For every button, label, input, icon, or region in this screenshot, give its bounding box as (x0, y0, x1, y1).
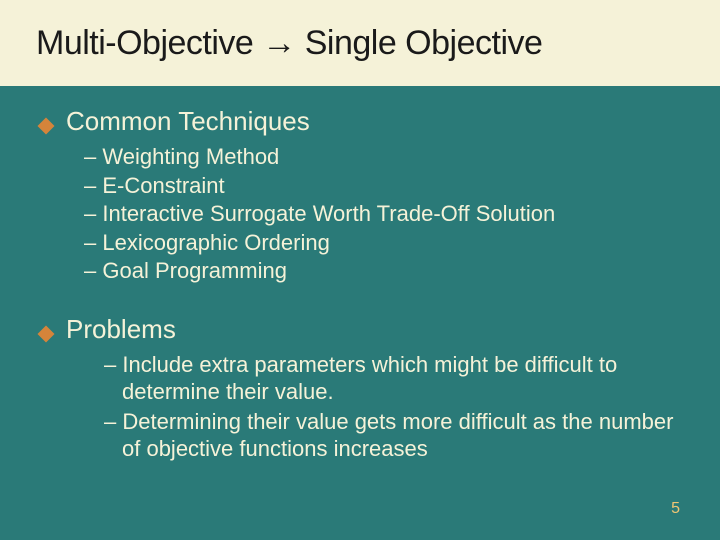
section-title: Common Techniques (66, 106, 310, 137)
item-text: Determining their value gets more diffic… (122, 409, 673, 462)
page-number: 5 (671, 500, 680, 518)
section-techniques: Common Techniques – Weighting Method – E… (40, 106, 690, 286)
slide-title: Multi-Objective → Single Objective (36, 24, 542, 63)
section-head: Problems (40, 314, 690, 345)
list-item: – Include extra parameters which might b… (84, 351, 690, 406)
subitems: – Weighting Method – E-Constraint – Inte… (84, 143, 690, 286)
slide-content: Common Techniques – Weighting Method – E… (40, 106, 690, 491)
item-text: Interactive Surrogate Worth Trade-Off So… (102, 201, 555, 226)
item-text: Lexicographic Ordering (102, 230, 329, 255)
subitems: – Include extra parameters which might b… (84, 351, 690, 463)
slide: Multi-Objective → Single Objective Commo… (0, 0, 720, 540)
section-title: Problems (66, 314, 176, 345)
list-item: – Goal Programming (84, 257, 690, 286)
item-text: Goal Programming (102, 258, 287, 283)
diamond-bullet-icon (38, 118, 55, 135)
title-bar: Multi-Objective → Single Objective (0, 0, 720, 86)
item-text: Weighting Method (102, 144, 279, 169)
list-item: – Lexicographic Ordering (84, 229, 690, 258)
item-text: Include extra parameters which might be … (122, 352, 617, 405)
list-item: – E-Constraint (84, 172, 690, 201)
list-item: – Weighting Method (84, 143, 690, 172)
list-item: – Determining their value gets more diff… (84, 408, 690, 463)
section-problems: Problems – Include extra parameters whic… (40, 314, 690, 463)
item-text: E-Constraint (102, 173, 224, 198)
list-item: – Interactive Surrogate Worth Trade-Off … (84, 200, 690, 229)
section-head: Common Techniques (40, 106, 690, 137)
diamond-bullet-icon (38, 325, 55, 342)
